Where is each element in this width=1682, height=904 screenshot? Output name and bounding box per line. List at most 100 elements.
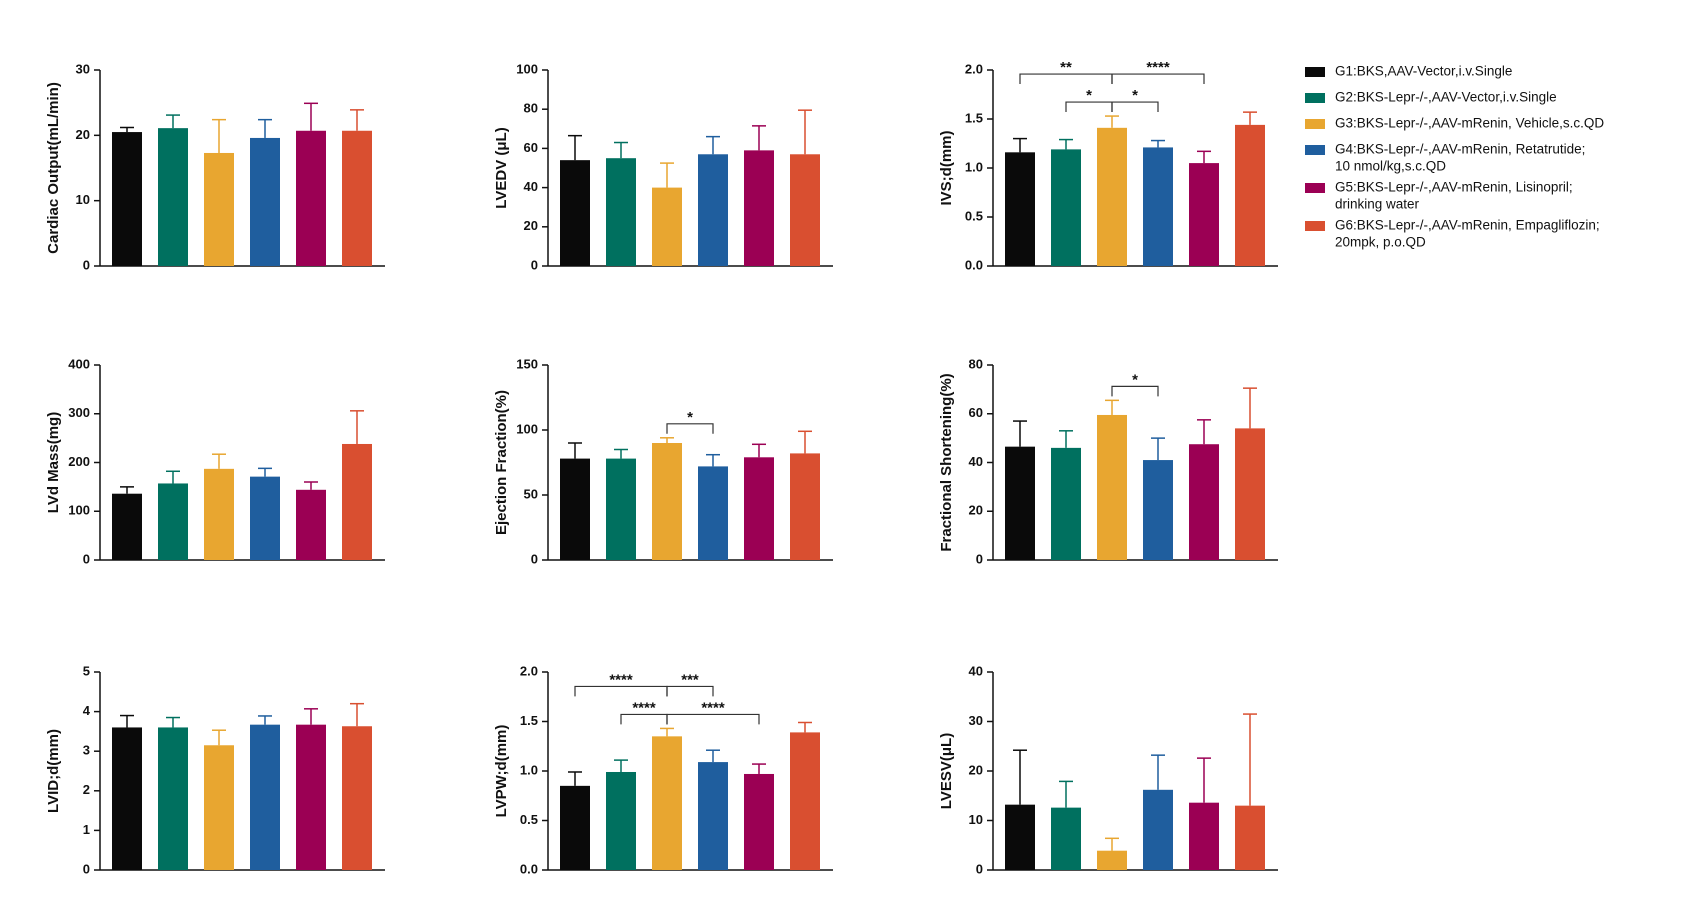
- y-tick-label: 100: [516, 61, 538, 76]
- significance-label: *: [1132, 371, 1138, 388]
- significance-label: *: [1132, 87, 1138, 104]
- bar: [698, 466, 728, 560]
- y-tick-label: 1.5: [965, 110, 983, 125]
- bar: [1143, 460, 1173, 560]
- legend-label: 10 nmol/kg,s.c.QD: [1335, 159, 1446, 174]
- bar: [744, 773, 774, 870]
- bar: [744, 150, 774, 266]
- legend-item: G3:BKS-Lepr-/-,AAV-mRenin, Vehicle,s.c.Q…: [1305, 116, 1604, 131]
- y-tick-label: 0: [83, 551, 90, 566]
- bar: [342, 130, 372, 266]
- significance-label: ****: [632, 699, 656, 716]
- bar: [652, 736, 682, 870]
- legend-label: 20mpk, p.o.QD: [1335, 235, 1426, 250]
- y-tick-label: 60: [969, 405, 983, 420]
- bar: [606, 158, 636, 266]
- bar: [158, 727, 188, 870]
- bar: [158, 483, 188, 560]
- y-tick-label: 40: [969, 454, 983, 469]
- bar: [1097, 850, 1127, 870]
- y-tick-label: 2.0: [520, 663, 538, 678]
- y-tick-label: 2: [83, 782, 90, 797]
- y-axis-label: LVd Mass(mg): [45, 412, 62, 513]
- panel: 0 100 200 300 400 LVd Mass(mg): [45, 356, 385, 566]
- y-tick-label: 1: [83, 822, 90, 837]
- y-tick-label: 0: [976, 861, 983, 876]
- bar: [652, 187, 682, 266]
- y-tick-label: 0: [531, 551, 538, 566]
- panel: 0 10 20 30 40 LVESV(μL): [938, 663, 1278, 876]
- y-tick-label: 2.0: [965, 61, 983, 76]
- bar: [204, 152, 234, 266]
- bar: [250, 476, 280, 560]
- legend-item: G2:BKS-Lepr-/-,AAV-Vector,i.v.Single: [1305, 90, 1557, 105]
- bar: [1235, 428, 1265, 560]
- y-axis-label: Ejection Fraction(%): [493, 390, 510, 535]
- bar: [1005, 446, 1035, 560]
- bar: [204, 745, 234, 870]
- y-tick-label: 10: [969, 812, 983, 827]
- legend-swatch: [1305, 93, 1325, 103]
- legend-label: G2:BKS-Lepr-/-,AAV-Vector,i.v.Single: [1335, 90, 1557, 105]
- bar: [342, 443, 372, 560]
- y-tick-label: 30: [969, 713, 983, 728]
- significance-bracket: [666, 423, 714, 434]
- y-axis-label: LVESV(μL): [938, 733, 955, 809]
- y-axis-label: IVS;d(mm): [938, 130, 955, 205]
- significance-bracket: [1111, 73, 1205, 85]
- legend-label: G4:BKS-Lepr-/-,AAV-mRenin, Retatrutide;: [1335, 142, 1585, 157]
- bar: [1143, 147, 1173, 266]
- y-tick-label: 400: [68, 356, 90, 371]
- legend-item: G5:BKS-Lepr-/-,AAV-mRenin, Lisinopril; dr…: [1305, 180, 1573, 212]
- bar: [1143, 789, 1173, 870]
- y-tick-label: 1.0: [520, 762, 538, 777]
- bar: [698, 154, 728, 266]
- bar: [1051, 807, 1081, 870]
- y-tick-label: 20: [76, 127, 90, 142]
- y-tick-label: 0: [83, 861, 90, 876]
- y-tick-label: 60: [524, 140, 538, 155]
- y-axis-label: Cardiac Output(mL/min): [45, 82, 62, 254]
- bar: [652, 443, 682, 560]
- y-tick-label: 10: [76, 192, 90, 207]
- significance-label: ***: [681, 671, 699, 688]
- bar: [1189, 802, 1219, 870]
- y-tick-label: 100: [516, 421, 538, 436]
- panel: 0 10 20 30 Cardiac Output(mL/min): [45, 61, 385, 272]
- legend-label: G1:BKS,AAV-Vector,i.v.Single: [1335, 64, 1512, 79]
- bar: [1235, 805, 1265, 870]
- y-tick-label: 0: [83, 257, 90, 272]
- y-tick-label: 200: [68, 454, 90, 469]
- panel: 0 20 40 60 80 Fractional Shortening(%) *: [938, 356, 1278, 566]
- bar: [204, 468, 234, 560]
- legend-item: G6:BKS-Lepr-/-,AAV-mRenin, Empagliflozin…: [1305, 218, 1600, 250]
- significance-label: **: [1060, 59, 1072, 76]
- y-tick-label: 0.5: [520, 812, 538, 827]
- y-axis-label: LVEDV (μL): [493, 127, 510, 208]
- bar: [606, 458, 636, 560]
- bar: [1189, 444, 1219, 560]
- legend-swatch: [1305, 67, 1325, 77]
- bar: [1051, 447, 1081, 560]
- legend-swatch: [1305, 221, 1325, 231]
- bar: [560, 785, 590, 870]
- y-tick-label: 1.5: [520, 713, 538, 728]
- panel: 0 50 100 150 Ejection Fraction(%) *: [493, 356, 833, 566]
- significance-bracket: [666, 685, 714, 697]
- bar: [112, 132, 142, 266]
- bar: [560, 458, 590, 560]
- y-tick-label: 0.0: [520, 861, 538, 876]
- y-tick-label: 20: [969, 762, 983, 777]
- bar: [158, 128, 188, 266]
- legend-item: G1:BKS,AAV-Vector,i.v.Single: [1305, 64, 1512, 79]
- bar: [112, 493, 142, 560]
- y-tick-label: 3: [83, 743, 90, 758]
- significance-bracket: [1111, 101, 1159, 113]
- significance-bracket: [666, 713, 760, 725]
- panel: 0 1 2 3 4 5 LVID;d(mm): [45, 663, 385, 876]
- significance-bracket: [1111, 385, 1159, 397]
- bar: [250, 137, 280, 266]
- y-tick-label: 50: [524, 486, 538, 501]
- y-tick-label: 20: [524, 218, 538, 233]
- bar: [1051, 149, 1081, 266]
